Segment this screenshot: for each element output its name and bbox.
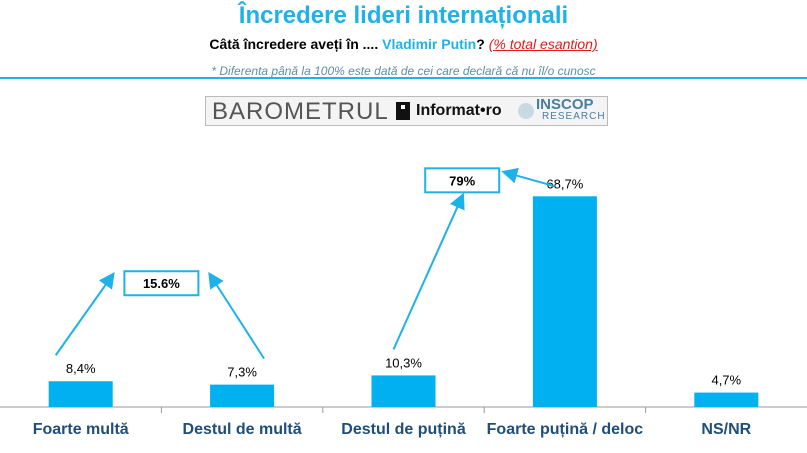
x-tick-label: Destul de multă [183, 421, 302, 438]
data-label: 7,3% [227, 365, 257, 380]
header-divider [0, 77, 807, 79]
annotation-arrow [208, 271, 265, 360]
group-total-label: 15.6% [143, 276, 180, 291]
footnote: * Diferenta până la 100% este dată de ce… [211, 64, 596, 78]
group-total-box [424, 167, 501, 194]
data-label: 8,4% [66, 361, 96, 376]
annotation-arrow [54, 271, 115, 356]
subtitle-note: (% total esantion) [488, 36, 598, 52]
data-label: 68,7% [546, 176, 583, 191]
data-label: 4,7% [711, 373, 741, 388]
x-tick-label: Foarte puțină / deloc [487, 421, 644, 438]
barometer-logo: BAROMETRUL Informat•ro INSCOP RESEARCH [205, 96, 608, 126]
subtitle-name: Vladimir Putin [382, 36, 477, 52]
x-tick-label: NS/NR [701, 421, 751, 438]
x-tick-label: Foarte multă [33, 421, 129, 438]
annotation-arrow [501, 167, 556, 188]
logo-informat: Informat•ro [416, 102, 502, 119]
bar [48, 381, 113, 407]
bar [694, 392, 759, 407]
bar [371, 375, 436, 407]
logo-research: RESEARCH [542, 111, 606, 122]
group-total-label: 79% [449, 173, 475, 188]
inscop-icon [518, 103, 534, 119]
bar [210, 384, 275, 407]
x-tick-label: Destul de puțină [341, 421, 466, 438]
annotation-arrow [392, 192, 465, 350]
data-label: 10,3% [385, 355, 422, 370]
logo-brand: BAROMETRUL [212, 98, 389, 125]
chart-subtitle: Câtă încredere aveți în .... Vladimir Pu… [0, 36, 807, 52]
group-total-box [123, 270, 200, 297]
subtitle-mark: ? [476, 36, 485, 52]
subtitle-question: Câtă încredere aveți în .... [209, 36, 379, 52]
bar [532, 196, 597, 407]
logo-inscop: INSCOP [536, 96, 594, 113]
chart-title: Încredere lideri internaționali [238, 2, 569, 29]
informat-icon [396, 102, 410, 120]
